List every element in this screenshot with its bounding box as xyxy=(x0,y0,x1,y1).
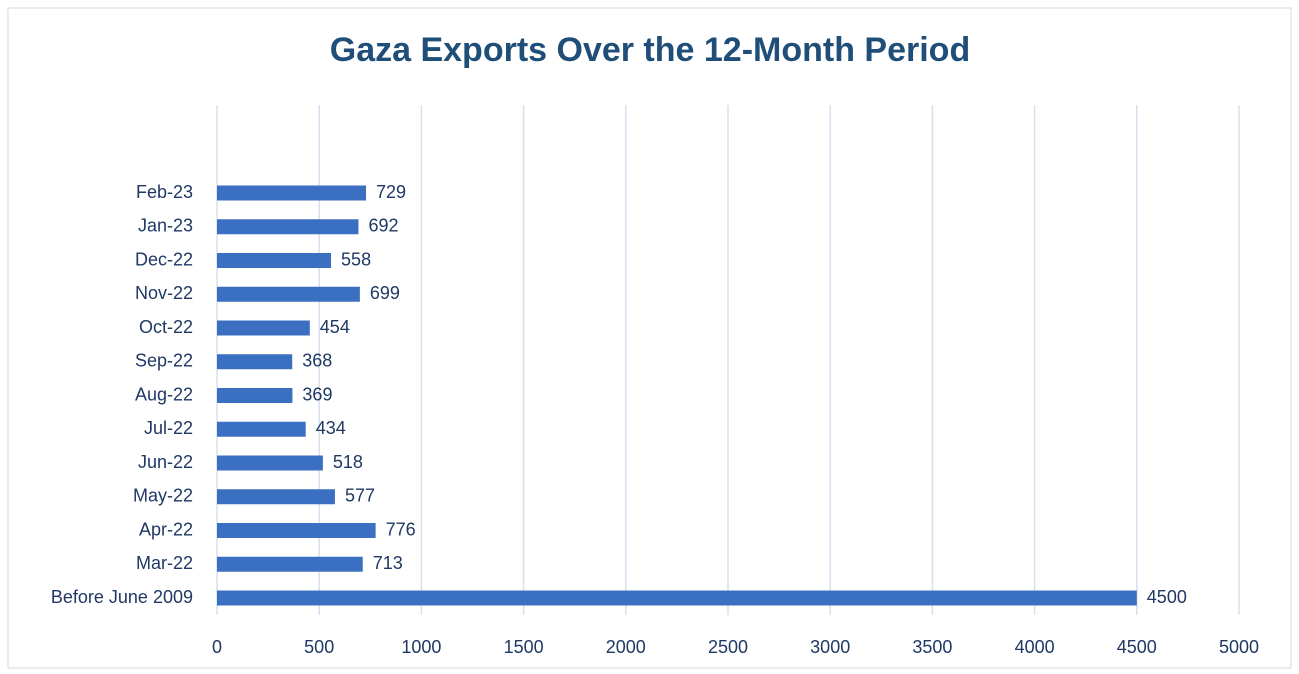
x-tick-label: 2000 xyxy=(606,637,646,657)
bar xyxy=(217,320,310,336)
data-label: 434 xyxy=(316,418,346,438)
data-label: 729 xyxy=(376,182,406,202)
data-label: 518 xyxy=(333,452,363,472)
x-tick-label: 500 xyxy=(304,637,334,657)
y-tick-label: Feb-23 xyxy=(136,182,193,202)
x-tick-label: 3500 xyxy=(912,637,952,657)
bar xyxy=(217,185,367,201)
y-tick-label: Apr-22 xyxy=(139,519,193,539)
data-label: 4500 xyxy=(1147,587,1187,607)
bar xyxy=(217,556,363,572)
data-label: 369 xyxy=(302,384,332,404)
chart-title: Gaza Exports Over the 12-Month Period xyxy=(330,31,970,69)
data-label: 692 xyxy=(368,216,398,236)
data-label: 713 xyxy=(373,553,403,573)
bar xyxy=(217,523,376,538)
y-tick-label: Jun-22 xyxy=(138,452,193,472)
x-tick-label: 4500 xyxy=(1117,637,1157,657)
x-tick-label: 1500 xyxy=(504,637,544,657)
x-tick-label: 1000 xyxy=(401,637,441,657)
y-tick-label: Oct-22 xyxy=(139,317,193,337)
bar xyxy=(217,219,359,235)
data-label: 454 xyxy=(320,317,350,337)
y-tick-label: Aug-22 xyxy=(135,384,193,404)
data-label: 558 xyxy=(341,249,371,269)
y-tick-label: Nov-22 xyxy=(135,283,193,303)
y-tick-label: May-22 xyxy=(133,486,193,506)
bar xyxy=(217,388,293,403)
chart-border xyxy=(7,7,1292,669)
bar xyxy=(217,286,360,302)
data-label: 776 xyxy=(386,519,416,539)
x-tick-label: 5000 xyxy=(1219,637,1259,657)
x-tick-label: 3000 xyxy=(810,637,850,657)
y-tick-label: Jul-22 xyxy=(144,418,193,438)
bar xyxy=(217,421,306,437)
y-tick-label: Dec-22 xyxy=(135,249,193,269)
y-tick-label: Mar-22 xyxy=(136,553,193,573)
bar xyxy=(217,590,1137,606)
y-tick-label: Jan-23 xyxy=(138,216,193,236)
x-tick-label: 0 xyxy=(212,637,222,657)
data-label: 577 xyxy=(345,486,375,506)
x-tick-label: 4000 xyxy=(1015,637,1055,657)
bar xyxy=(217,253,332,268)
bar xyxy=(217,354,293,370)
x-tick-label: 2500 xyxy=(708,637,748,657)
bar xyxy=(217,489,335,505)
bar xyxy=(217,455,323,471)
data-label: 699 xyxy=(370,283,400,303)
y-tick-label: Before June 2009 xyxy=(51,587,193,607)
data-label: 368 xyxy=(302,351,332,371)
y-tick-label: Sep-22 xyxy=(135,351,193,371)
